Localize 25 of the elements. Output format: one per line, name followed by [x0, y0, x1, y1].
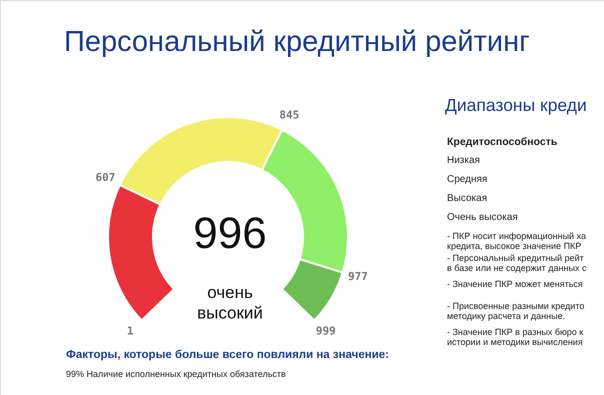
text: очень высокий	[197, 283, 263, 322]
text: 977	[348, 270, 368, 284]
text: - Значение ПКР в разных бюро к	[447, 327, 584, 337]
text: 996	[193, 209, 267, 258]
text: - Присвоенные разными кредито	[447, 301, 584, 311]
text: Низкая	[447, 155, 480, 166]
text: истории и методики вычисления	[447, 337, 583, 347]
text: 1	[126, 324, 134, 338]
text: Диапазоны креди	[445, 95, 587, 115]
text: Кредитоспособность	[447, 136, 558, 148]
text: Факторы, которые больше всего повлияли на значение:	[66, 349, 389, 361]
text: 845	[279, 108, 300, 122]
text: Очень высокая	[447, 212, 518, 223]
text: 999	[316, 324, 336, 338]
text: в базе или не содержит данных с	[447, 263, 587, 273]
text: - Персональный кредитный рейт	[447, 253, 584, 263]
text: Средняя	[447, 174, 488, 185]
text: 607	[95, 171, 116, 184]
text: - Значение ПКР может меняться	[447, 279, 583, 289]
text: Высокая	[447, 193, 488, 204]
chart-title: Персональный кредитный рейтинг	[64, 26, 530, 58]
text: кредита, высокое значение ПКР	[447, 241, 582, 251]
text: - ПКР носит информационный ха	[447, 231, 586, 241]
text: методику расчета и данные.	[447, 311, 566, 321]
text: 99% Наличие исполненных кредитных обязательств	[66, 369, 286, 379]
